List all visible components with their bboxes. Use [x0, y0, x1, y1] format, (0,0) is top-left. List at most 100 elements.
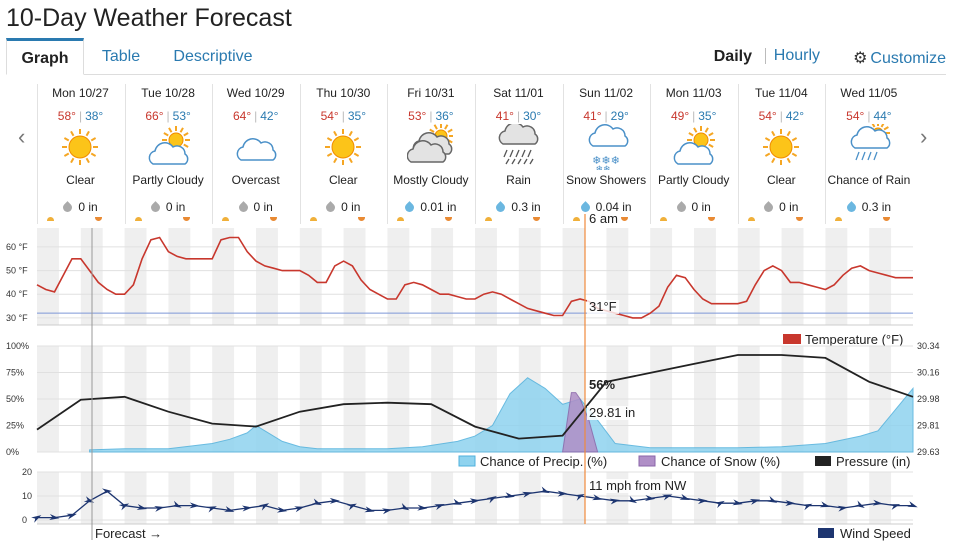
day-condition: Partly Cloudy — [132, 173, 204, 187]
high-temp: 53° — [408, 109, 427, 123]
day-column[interactable]: Sun 11/02 41° | 29° ❄❄❄ ❄❄ Snow Showers 0.04 in — [562, 84, 650, 224]
wind-arrow-icon — [154, 506, 165, 512]
wind-arrow-icon — [592, 494, 603, 501]
high-temp: 41° — [495, 109, 514, 123]
next-arrow-icon[interactable]: › — [920, 124, 928, 149]
day-precip: 0 in — [37, 200, 124, 215]
precip-legend-label: Chance of Precip. (%) — [480, 454, 607, 469]
day-column[interactable]: Tue 10/28 66° | 53° Partly Cloudy 0 in — [124, 84, 212, 224]
night-band — [781, 472, 804, 524]
cursor-time-label: 6 am — [589, 211, 618, 226]
daily-toggle[interactable]: Daily — [713, 48, 752, 65]
day-column[interactable]: Mon 10/27 58° | 38° Clear 0 in — [37, 84, 124, 224]
page-title: 10-Day Weather Forecast — [6, 4, 292, 32]
customize-label: Customize — [870, 50, 946, 67]
day-column[interactable]: Tue 11/04 54° | 42° Clear 0 in — [737, 84, 825, 224]
sunset-icon — [795, 217, 803, 221]
day-precip: 0 in — [738, 200, 825, 215]
temperature-legend-swatch — [783, 334, 801, 344]
low-temp: 35° — [698, 109, 717, 123]
day-column[interactable]: Fri 10/31 53° | 36° Mostly Cloudy 0.01 in — [387, 84, 474, 224]
night-band — [781, 228, 804, 325]
wind-arrow-icon — [101, 488, 113, 495]
wind-arrow-icon — [311, 498, 322, 506]
day-column[interactable]: Thu 10/30 54° | 35° Clear 0 in — [299, 84, 387, 224]
wind-arrow-icon — [854, 500, 865, 509]
low-temp: 38° — [85, 109, 104, 123]
wind-arrow-icon — [785, 500, 796, 507]
night-band — [562, 472, 585, 524]
day-temps: 41° | 30° — [495, 109, 542, 123]
wind-arrow-icon — [189, 502, 200, 509]
wind-arrow-icon — [767, 496, 778, 503]
sunrise-icon — [222, 217, 230, 221]
wind-arrow-icon — [381, 508, 393, 515]
day-temps: 53° | 36° — [408, 109, 454, 123]
night-band — [694, 228, 716, 325]
day-column[interactable]: Wed 10/29 64° | 42° Overcast 0 in — [212, 84, 299, 224]
night-band — [168, 228, 191, 325]
snow-area — [562, 392, 599, 453]
sunset-icon — [95, 217, 102, 221]
sunset-icon — [357, 217, 365, 221]
day-date: Wed 10/29 — [226, 86, 285, 100]
pressure-tick-label: 29.63 — [917, 447, 940, 457]
night-band — [475, 472, 497, 524]
day-temps: 54° | 44° — [846, 109, 892, 123]
sunrise-icon — [572, 217, 580, 221]
wind-arrow-icon — [276, 506, 288, 513]
hourly-toggle[interactable]: Hourly — [764, 48, 820, 64]
night-band — [737, 472, 760, 524]
wind-arrow-icon — [434, 503, 445, 511]
wind-tick-label: 0 — [22, 515, 27, 525]
wind-arrow-icon — [679, 493, 690, 501]
cursor-temp-bg — [587, 300, 619, 314]
temp-tick-label: 30 °F — [6, 313, 28, 323]
precip-amount: 0 in — [253, 200, 273, 214]
pressure-tick-label: 29.98 — [917, 394, 940, 404]
wind-arrow-icon — [31, 515, 42, 523]
day-column[interactable]: Wed 11/05 54° | 44° Chance of Rain 0.3 in — [825, 84, 912, 224]
precip-area — [89, 377, 914, 453]
night-band — [387, 472, 410, 524]
temperature-legend-label: Temperature (°F) — [805, 332, 903, 347]
day-date: Sat 11/01 — [493, 86, 544, 100]
wind-arrow-icon — [399, 503, 410, 511]
night-band — [562, 228, 585, 325]
previous-arrow-icon[interactable]: ‹ — [18, 124, 26, 149]
svg-text:❄❄❄: ❄❄❄ — [592, 155, 620, 167]
wind-arrow-icon — [819, 501, 831, 508]
night-band — [168, 472, 191, 524]
low-temp: 29° — [610, 109, 629, 123]
wind-arrow-icon — [66, 513, 77, 520]
night-band — [825, 472, 848, 524]
tab-graph[interactable]: Graph — [6, 38, 84, 75]
wind-arrow-icon — [539, 486, 550, 494]
day-temps: 54° | 35° — [320, 109, 367, 123]
sunset-icon — [620, 217, 628, 221]
night-band — [694, 472, 716, 524]
precip-amount: 0 in — [691, 200, 711, 214]
customize-button[interactable]: ⚙ Customize — [853, 48, 946, 68]
night-band — [475, 228, 497, 325]
precip-amount: 0 in — [78, 200, 98, 214]
tab-descriptive[interactable]: Descriptive — [173, 48, 253, 65]
wind-arrow-icon — [802, 503, 813, 511]
wind-arrow-icon — [451, 498, 463, 505]
pressure-legend-label: Pressure (in) — [836, 454, 910, 469]
day-precip: 0.3 in — [475, 200, 562, 215]
sunrise-icon — [660, 217, 668, 221]
wind-arrow-icon — [557, 490, 568, 497]
day-column[interactable]: Sat 11/01 41° | 30° Rain 0.3 in — [475, 84, 562, 224]
tab-table[interactable]: Table — [101, 48, 141, 65]
low-temp: 42° — [260, 109, 279, 123]
precip-amount: 0.3 in — [861, 200, 892, 214]
forecast-label: Forecast → — [95, 526, 162, 541]
day-column[interactable]: Mon 11/03 49° | 35° Partly Cloudy 0 in — [650, 84, 737, 224]
precip-amount: 0.3 in — [511, 200, 541, 214]
sunrise-icon — [835, 217, 843, 221]
day-precip: 0 in — [650, 200, 737, 215]
day-temps: 66° | 53° — [145, 109, 191, 123]
wind-arrow-icon — [417, 504, 428, 511]
